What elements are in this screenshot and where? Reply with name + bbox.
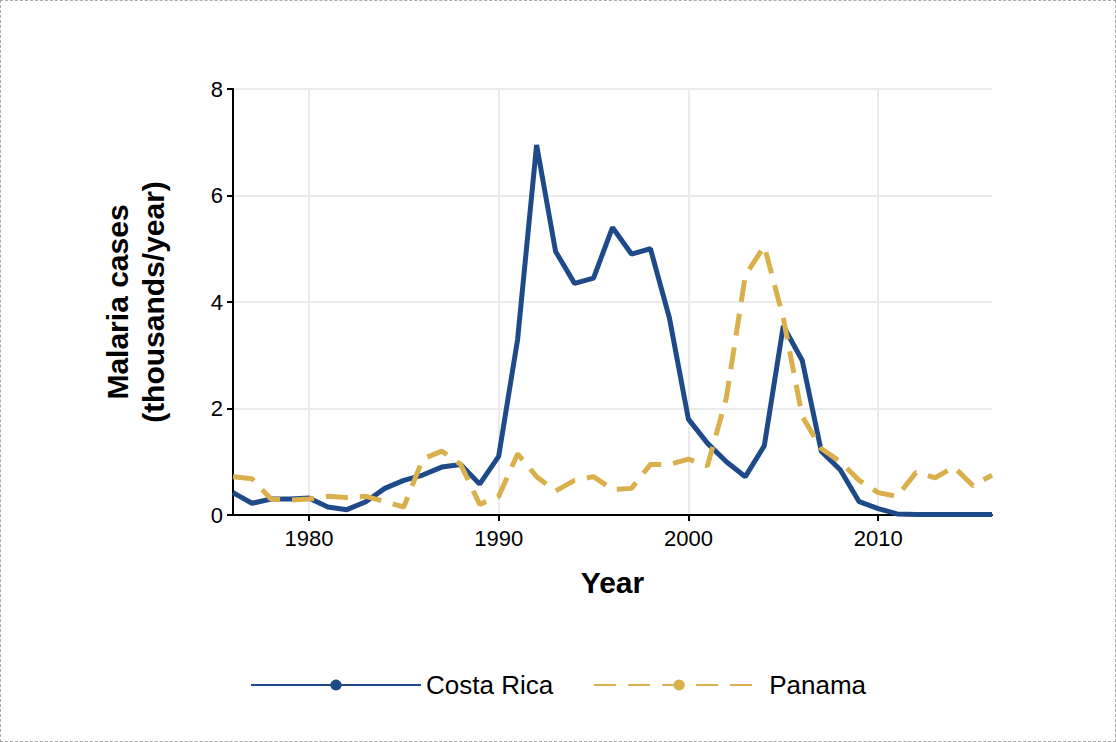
svg-text:Year: Year (581, 566, 645, 599)
svg-text:6: 6 (211, 183, 223, 208)
svg-text:2010: 2010 (854, 526, 903, 551)
svg-text:8: 8 (211, 77, 223, 102)
svg-text:1980: 1980 (284, 526, 333, 551)
svg-text:(thousands/year): (thousands/year) (137, 181, 170, 423)
svg-text:4: 4 (211, 290, 223, 315)
svg-text:Malaria cases: Malaria cases (101, 204, 134, 399)
svg-text:1990: 1990 (474, 526, 523, 551)
svg-text:2000: 2000 (664, 526, 713, 551)
svg-text:Costa Rica: Costa Rica (426, 670, 554, 700)
svg-text:0: 0 (211, 503, 223, 528)
svg-text:Panama: Panama (769, 670, 866, 700)
svg-text:2: 2 (211, 396, 223, 421)
